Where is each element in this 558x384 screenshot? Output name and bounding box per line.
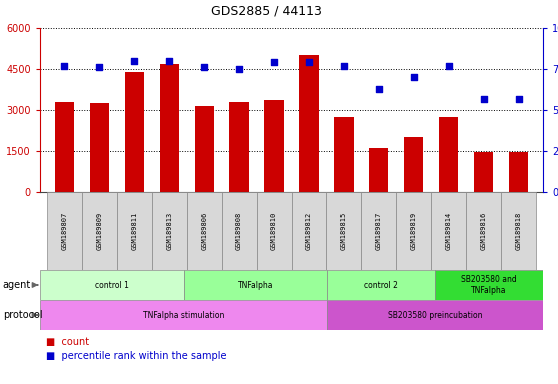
Bar — [326, 192, 362, 270]
Text: GSM189815: GSM189815 — [341, 212, 347, 250]
Bar — [334, 117, 354, 192]
Text: control 2: control 2 — [364, 280, 398, 290]
Text: GSM189806: GSM189806 — [201, 212, 207, 250]
Text: GSM189816: GSM189816 — [480, 212, 487, 250]
Bar — [291, 192, 326, 270]
Text: ■  count: ■ count — [46, 337, 89, 347]
Point — [165, 58, 174, 64]
Bar — [222, 192, 257, 270]
Bar — [124, 72, 144, 192]
Point — [60, 63, 69, 69]
Point — [200, 64, 209, 70]
Text: GSM189810: GSM189810 — [271, 212, 277, 250]
Bar — [229, 102, 249, 192]
Bar — [195, 106, 214, 192]
Point — [130, 58, 139, 64]
Text: GSM189812: GSM189812 — [306, 212, 312, 250]
Bar — [152, 192, 187, 270]
Text: GSM189808: GSM189808 — [236, 212, 242, 250]
Point — [479, 96, 488, 102]
Bar — [299, 55, 319, 192]
Bar — [435, 270, 543, 300]
Text: GSM189818: GSM189818 — [516, 212, 522, 250]
Bar — [509, 152, 528, 192]
Bar — [466, 192, 501, 270]
Bar — [369, 148, 388, 192]
Bar — [55, 102, 74, 192]
Bar — [184, 270, 328, 300]
Text: GSM189819: GSM189819 — [411, 212, 417, 250]
Bar — [328, 270, 435, 300]
Text: GSM189813: GSM189813 — [166, 212, 172, 250]
Text: ■  percentile rank within the sample: ■ percentile rank within the sample — [46, 351, 226, 361]
Point — [270, 60, 278, 66]
Bar — [117, 192, 152, 270]
Bar — [328, 300, 543, 330]
Bar — [187, 192, 222, 270]
Text: GSM189814: GSM189814 — [446, 212, 451, 250]
Point — [235, 66, 244, 72]
Text: agent: agent — [3, 280, 31, 290]
Text: TNFalpha: TNFalpha — [238, 280, 273, 290]
Point — [444, 63, 453, 69]
Text: GSM189817: GSM189817 — [376, 212, 382, 250]
Text: GSM189809: GSM189809 — [97, 212, 102, 250]
Bar — [257, 192, 291, 270]
Bar — [40, 300, 328, 330]
Bar — [160, 63, 179, 192]
Point — [374, 86, 383, 92]
Bar — [90, 103, 109, 192]
Bar — [82, 192, 117, 270]
Text: control 1: control 1 — [95, 280, 129, 290]
Point — [409, 74, 418, 80]
Point — [339, 63, 348, 69]
Bar — [474, 152, 493, 192]
Bar — [40, 270, 184, 300]
Bar — [47, 192, 82, 270]
Text: SB203580 and
TNFalpha: SB203580 and TNFalpha — [461, 275, 517, 295]
Bar — [404, 137, 424, 192]
Text: SB203580 preincubation: SB203580 preincubation — [388, 311, 483, 319]
Text: protocol: protocol — [3, 310, 42, 320]
Text: TNFalpha stimulation: TNFalpha stimulation — [143, 311, 224, 319]
Text: GDS2885 / 44113: GDS2885 / 44113 — [211, 5, 322, 18]
Bar — [439, 117, 458, 192]
Point — [514, 96, 523, 102]
Bar — [431, 192, 466, 270]
Text: GSM189807: GSM189807 — [61, 212, 68, 250]
Point — [305, 60, 314, 66]
Bar — [396, 192, 431, 270]
Bar — [362, 192, 396, 270]
Point — [95, 64, 104, 70]
Bar — [264, 101, 283, 192]
Bar — [501, 192, 536, 270]
Text: GSM189811: GSM189811 — [131, 212, 137, 250]
